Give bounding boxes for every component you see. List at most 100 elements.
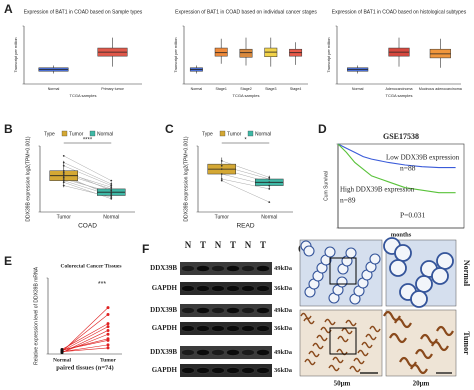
ihc-stain <box>394 317 412 329</box>
ihc-gland <box>345 247 357 259</box>
blot-band <box>181 307 195 314</box>
pair-line <box>61 314 109 352</box>
point <box>62 181 65 184</box>
ihc-gland <box>336 276 348 288</box>
lane-label: T <box>200 240 206 250</box>
point <box>60 350 64 354</box>
point <box>106 343 110 347</box>
point <box>110 196 113 199</box>
pair-line <box>61 307 109 352</box>
blot-strip <box>180 304 272 317</box>
size-label: 49kDa <box>274 265 293 272</box>
legend-label: Normal <box>255 131 271 137</box>
scale-label: 50μm <box>334 380 351 388</box>
blot-strip <box>180 282 272 295</box>
blot-band <box>181 325 195 332</box>
point <box>106 338 110 342</box>
point <box>110 194 113 197</box>
point <box>110 183 113 185</box>
pair-line <box>63 155 112 181</box>
blot-band <box>196 265 210 272</box>
legend-label: Tumor <box>69 131 84 137</box>
point <box>268 201 271 204</box>
pair-line <box>61 333 109 353</box>
ihc-stain <box>353 357 365 365</box>
size-label: 36kDa <box>274 285 293 292</box>
inset-box <box>329 257 357 285</box>
y-axis-label: DDX39B expression log2(TPM+0.001) <box>25 136 31 222</box>
blot-strip <box>180 262 272 275</box>
point <box>110 179 113 182</box>
blot-band <box>211 285 225 292</box>
x-axis-label: months <box>391 231 412 238</box>
chart-title: Expression of BAT1 in COAD based on hist… <box>332 9 467 15</box>
lane-label: T <box>230 240 236 250</box>
blot-band <box>226 307 240 314</box>
ihc-stain <box>303 317 315 325</box>
blot-band <box>256 367 270 374</box>
y-axis-label: Transcript per million <box>327 37 331 72</box>
ihc-stain <box>369 325 381 333</box>
blot-band <box>211 325 225 332</box>
point <box>220 179 223 182</box>
blot-band <box>256 349 270 356</box>
protein-label: DDX39B <box>150 348 177 356</box>
pair-line <box>221 160 270 178</box>
x-axis-label: TCGA samples <box>233 93 260 98</box>
point <box>220 168 223 171</box>
ihc-stain <box>328 364 340 372</box>
blot-band <box>196 325 210 332</box>
ihc-gland <box>303 245 315 257</box>
point <box>268 184 271 187</box>
x-tick-label: Stage2 <box>240 87 251 91</box>
blot-strip <box>180 322 272 335</box>
x-tick-label: Stage1 <box>216 87 227 91</box>
legend-title: Type <box>44 131 55 137</box>
blot-band <box>256 285 270 292</box>
point <box>62 174 65 177</box>
ihc-stain <box>341 327 353 335</box>
size-label: 36kDa <box>274 367 293 374</box>
ihc-stain <box>349 365 361 373</box>
box <box>214 47 228 57</box>
point <box>106 332 110 336</box>
annotation: n=88 <box>400 164 416 173</box>
point <box>62 161 65 164</box>
blot-band <box>241 285 255 292</box>
scale-label: 20μm <box>413 380 430 388</box>
point <box>110 184 113 187</box>
point <box>110 189 113 192</box>
significance: *** <box>98 281 106 288</box>
point <box>106 306 110 310</box>
x-tick-label: Stage4 <box>290 87 301 91</box>
blot-band <box>211 367 225 374</box>
lane-label: N <box>215 240 222 250</box>
ihc-gland <box>431 267 449 285</box>
point <box>62 176 65 179</box>
ihc-gland <box>394 244 412 262</box>
pair-line <box>63 182 112 200</box>
chart-title: Colorectal Cancer Tissues <box>60 263 121 269</box>
size-label: 49kDa <box>274 349 293 356</box>
point <box>62 164 65 167</box>
x-tick-label: Tumor <box>57 214 72 220</box>
x-tick-label: Normal <box>103 214 119 220</box>
panel-label: B <box>4 122 13 136</box>
point <box>62 155 65 157</box>
point <box>106 322 110 326</box>
blot-band <box>226 325 240 332</box>
x-axis-label: READ <box>236 223 254 230</box>
point <box>220 164 223 167</box>
pair-line <box>221 180 270 203</box>
lane-label: T <box>260 240 266 250</box>
chart-title: Expression of BAT1 in COAD based on Samp… <box>24 9 143 15</box>
x-tick-label: Mucinous adenocarcinoma <box>419 87 462 91</box>
pair-line <box>221 178 270 190</box>
y-axis-label: Cum Survival <box>323 171 329 201</box>
blot-band <box>211 265 225 272</box>
x-tick-label: Normal <box>191 87 203 91</box>
ihc-image <box>385 309 457 377</box>
blot-band <box>196 349 210 356</box>
x-axis-label: paired tissues (n=74) <box>56 364 113 371</box>
